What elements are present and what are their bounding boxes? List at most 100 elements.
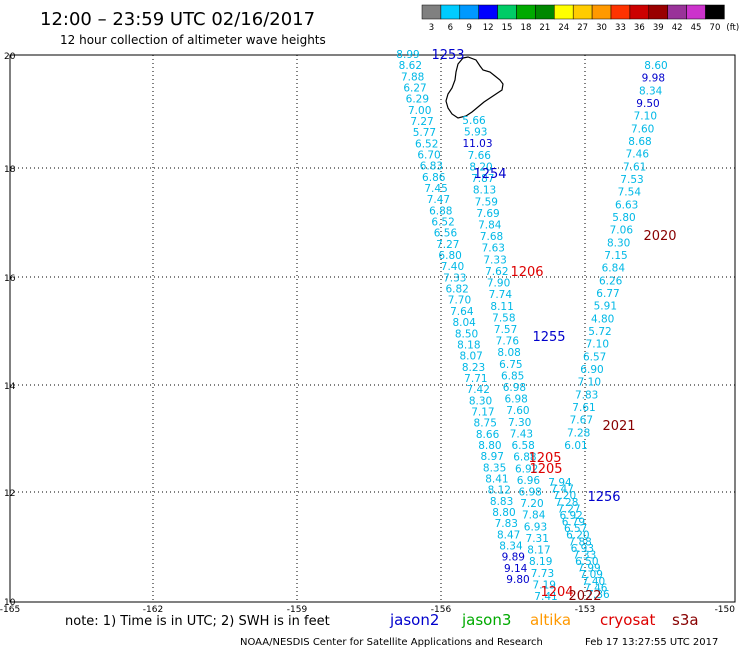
track-a-value: 7.33: [443, 272, 466, 284]
longitude-tick-label: -156: [431, 605, 452, 615]
track-b-value: 7.59: [475, 196, 498, 208]
longitude-tick-label: -159: [287, 605, 308, 615]
legend-label: 27: [577, 23, 588, 33]
track-a-value: 8.47: [497, 529, 520, 541]
track-d-value: 7.61: [572, 402, 595, 414]
track-a-value: 6.82: [445, 284, 468, 296]
track-a-value: 8.35: [483, 462, 506, 474]
track-d-value: 7.10: [586, 339, 609, 351]
track-c-value: 7.20: [553, 490, 576, 502]
track-a-value: 8.99: [396, 49, 419, 61]
track-a-value: 6.86: [422, 172, 446, 184]
pass-number-label: 1204: [540, 585, 573, 600]
track-d-value: 7.15: [604, 250, 627, 262]
track-b-value: 7.68: [480, 231, 503, 243]
track-a-value: 8.75: [474, 418, 497, 430]
latitude-tick-label: 20: [4, 52, 16, 62]
pass-number-label: 2020: [643, 229, 676, 244]
legend-swatch: [610, 4, 631, 20]
pass-number-label: 2022: [568, 589, 601, 604]
footer-credit: NOAA/NESDIS Center for Satellite Applica…: [240, 637, 543, 648]
track-b-value: 7.73: [531, 568, 554, 580]
track-b-value: 8.17: [527, 545, 550, 557]
footer-note: note: 1) Time is in UTC; 2) SWH is in fe…: [65, 614, 330, 629]
track-b-value: 7.43: [510, 428, 533, 440]
track-d-value: 8.34: [639, 85, 663, 97]
track-a-value: 7.27: [436, 239, 459, 251]
legend-label: 33: [615, 23, 626, 33]
legend-label: 21: [539, 23, 550, 33]
pass-number-label: 1206: [510, 265, 543, 280]
pass-number-label: 2021: [602, 419, 635, 434]
track-b-value: 6.98: [503, 382, 526, 394]
track-b-value: 7.62: [485, 266, 508, 278]
track-b-value: 7.90: [487, 278, 510, 290]
legend-swatch: [572, 4, 593, 20]
track-a-value: 7.70: [448, 295, 471, 307]
pass-number-label: 1254: [473, 167, 506, 182]
track-d-value: 5.80: [612, 212, 635, 224]
track-a-value: 9.80: [506, 574, 529, 586]
track-d-value: 4.80: [591, 313, 614, 325]
footer-timestamp: Feb 17 13:27:55 UTC 2017: [585, 637, 718, 648]
track-d-value: 7.83: [575, 389, 598, 401]
track-d-value: 8.30: [607, 237, 630, 249]
track-b-value: 6.96: [517, 475, 541, 487]
legend-swatch: [535, 4, 555, 20]
satellite-name: cryosat: [600, 611, 655, 629]
track-a-value: 8.30: [469, 395, 492, 407]
satellite-legend: jason2 jason3 altika cryosat s3a: [389, 611, 699, 629]
track-a-value: 8.34: [499, 540, 523, 552]
track-d-value: 6.57: [583, 351, 606, 363]
track-d-value: 7.61: [623, 161, 646, 173]
latitude-tick-label: 16: [4, 274, 16, 284]
pass-number-label: 1205: [528, 451, 561, 466]
track-b-value: 6.58: [511, 440, 534, 452]
track-b-value: 7.60: [506, 405, 529, 417]
longitude-tick-label: -153: [575, 605, 595, 615]
latitude-tick-label: 14: [4, 382, 16, 392]
track-a-value: 6.29: [406, 94, 429, 106]
track-c-value: 7.99: [577, 563, 600, 575]
track-a-value: 9.89: [502, 552, 525, 564]
track-b-value: 7.57: [494, 324, 517, 336]
track-d-value: 5.72: [588, 326, 611, 338]
longitude-tick-label: -150: [715, 605, 736, 615]
track-d-value: 7.10: [578, 377, 601, 389]
legend-swatch: [478, 4, 498, 20]
track-b-value: 6.92: [515, 463, 538, 475]
longitude-tick-label: -162: [143, 605, 163, 615]
legend-label: 70: [710, 23, 721, 33]
track-c-value: 6.57: [564, 523, 587, 535]
satellite-name: s3a: [672, 611, 699, 629]
pass-number-label: 1256: [587, 490, 620, 505]
legend-label: 30: [596, 23, 607, 33]
track-a-value: 8.07: [459, 351, 482, 363]
legend-unit: (ft): [726, 23, 739, 33]
track-b-value: 8.11: [490, 301, 513, 313]
latitude-tick-label: 12: [4, 489, 15, 499]
track-a-value: 9.14: [504, 563, 528, 575]
track-d-value: 9.50: [636, 98, 659, 110]
legend-label: 6: [448, 23, 453, 33]
legend-swatch: [629, 4, 650, 20]
track-a-value: 7.83: [495, 518, 518, 530]
track-a-value: 7.40: [441, 261, 464, 273]
track-b-value: 7.41: [534, 591, 557, 603]
track-b-value: 7.19: [533, 579, 556, 591]
track-b-value: 6.85: [501, 370, 524, 382]
track-d-value: 9.98: [642, 73, 665, 85]
legend-swatch: [421, 4, 442, 20]
track-b-value: 6.75: [499, 359, 522, 371]
track-b-value: 7.66: [468, 150, 492, 162]
track-a-value: 7.17: [471, 406, 494, 418]
track-d-value: 7.06: [610, 225, 634, 237]
track-a-value: 8.12: [488, 485, 511, 497]
track-a-value: 8.80: [492, 507, 515, 519]
track-c-value: 7.36: [586, 589, 610, 601]
track-a-value: 6.80: [438, 250, 461, 262]
satellite-name: jason3: [461, 611, 511, 629]
legend-swatch: [516, 4, 536, 20]
legend-swatch: [648, 4, 668, 20]
